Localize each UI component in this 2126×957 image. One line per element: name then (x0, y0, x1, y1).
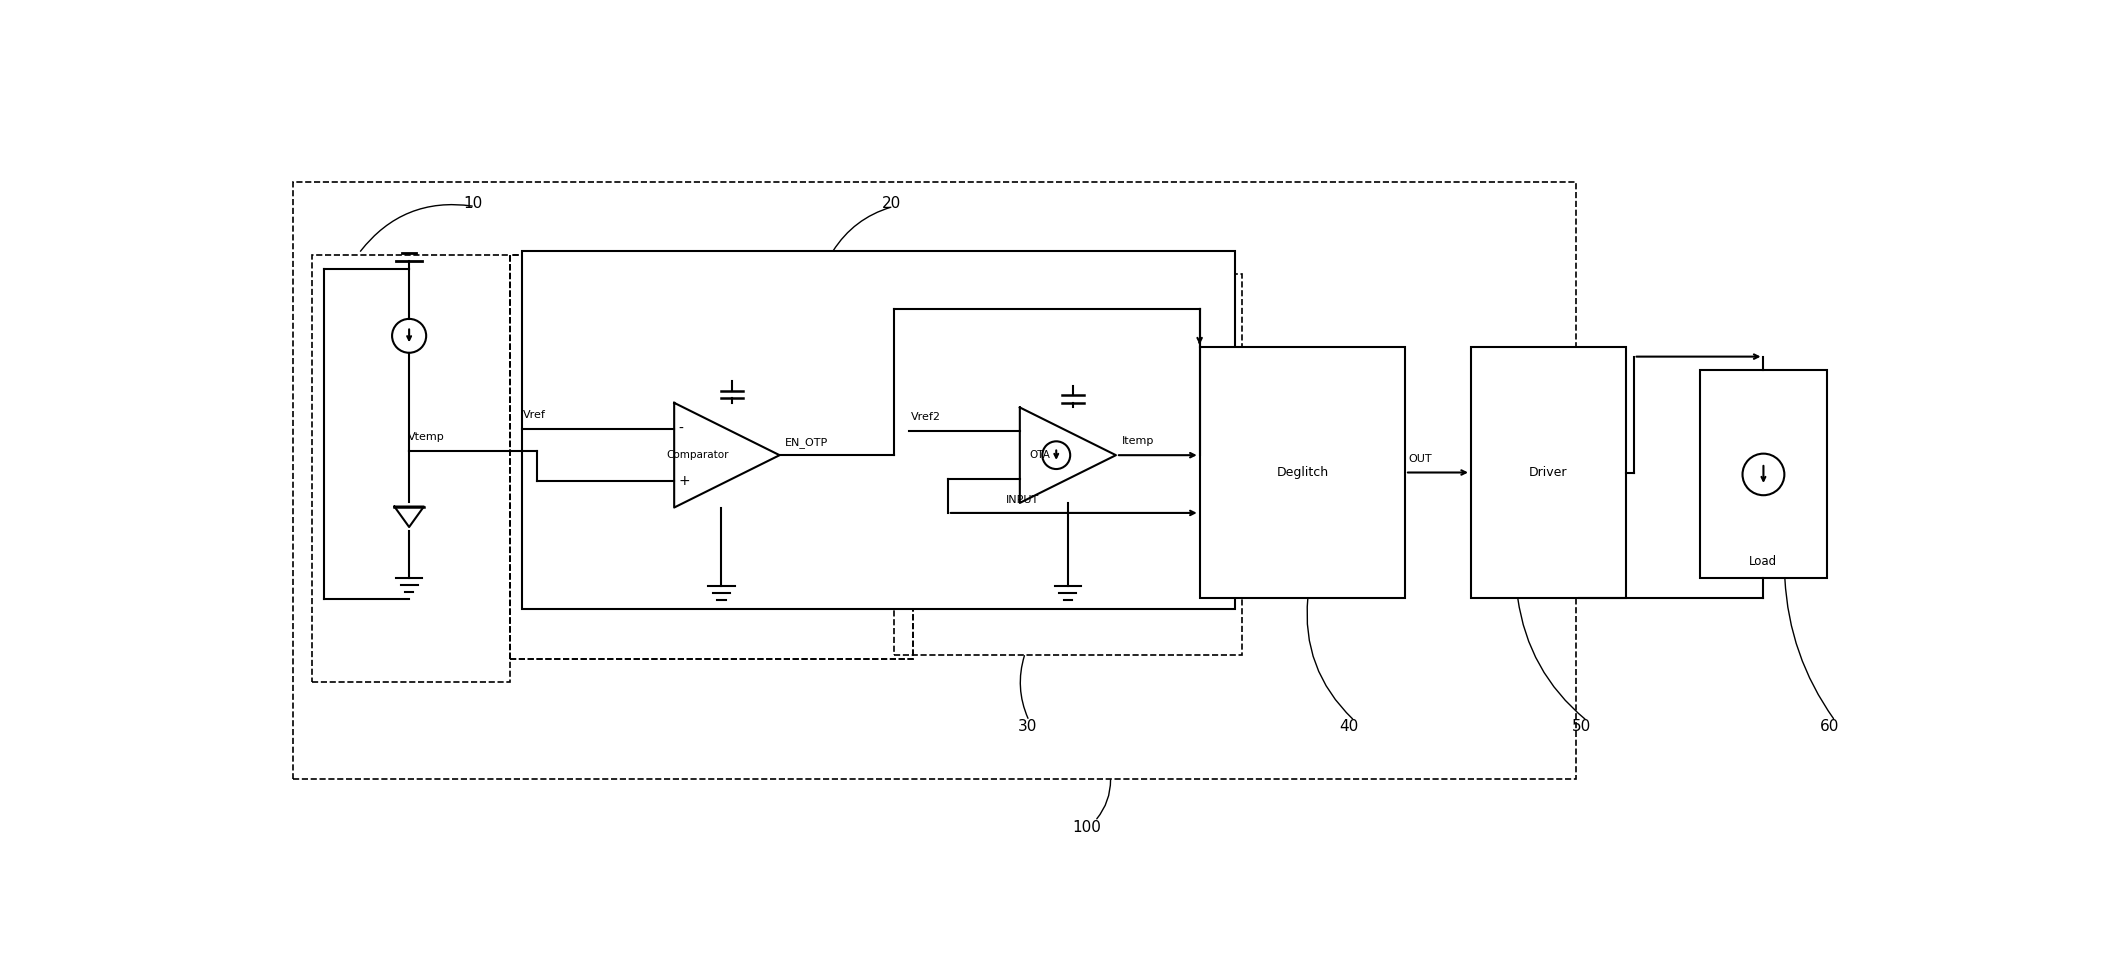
Text: OUT: OUT (1407, 455, 1431, 464)
Bar (510, 255, 912, 659)
Text: Itemp: Itemp (1123, 436, 1154, 446)
Bar (1199, 347, 1405, 597)
Text: Comparator: Comparator (668, 450, 729, 460)
Text: -: - (678, 422, 682, 436)
Text: INPUT: INPUT (1006, 495, 1040, 505)
Text: 20: 20 (882, 196, 901, 211)
Text: 100: 100 (1074, 819, 1101, 835)
Text: 10: 10 (463, 196, 483, 211)
Text: EN_OTP: EN_OTP (784, 436, 829, 448)
Text: Deglitch: Deglitch (1276, 466, 1329, 479)
Bar (510, 255, 912, 659)
Text: Vref: Vref (523, 411, 546, 420)
Text: Vref2: Vref2 (910, 412, 940, 422)
Text: Driver: Driver (1529, 466, 1567, 479)
Text: +: + (678, 475, 689, 488)
Text: 30: 30 (1018, 720, 1037, 734)
Bar (293, 182, 1575, 779)
Text: OTA: OTA (1029, 450, 1050, 460)
Text: 60: 60 (1820, 720, 1839, 734)
Bar (313, 255, 510, 682)
Text: Vtemp: Vtemp (408, 433, 444, 442)
Bar (1471, 347, 1626, 597)
Bar (893, 275, 1242, 656)
Text: 50: 50 (1571, 720, 1590, 734)
Bar (521, 251, 1235, 610)
Bar (1699, 370, 1828, 578)
Text: 40: 40 (1339, 720, 1359, 734)
Text: Load: Load (1750, 555, 1777, 568)
